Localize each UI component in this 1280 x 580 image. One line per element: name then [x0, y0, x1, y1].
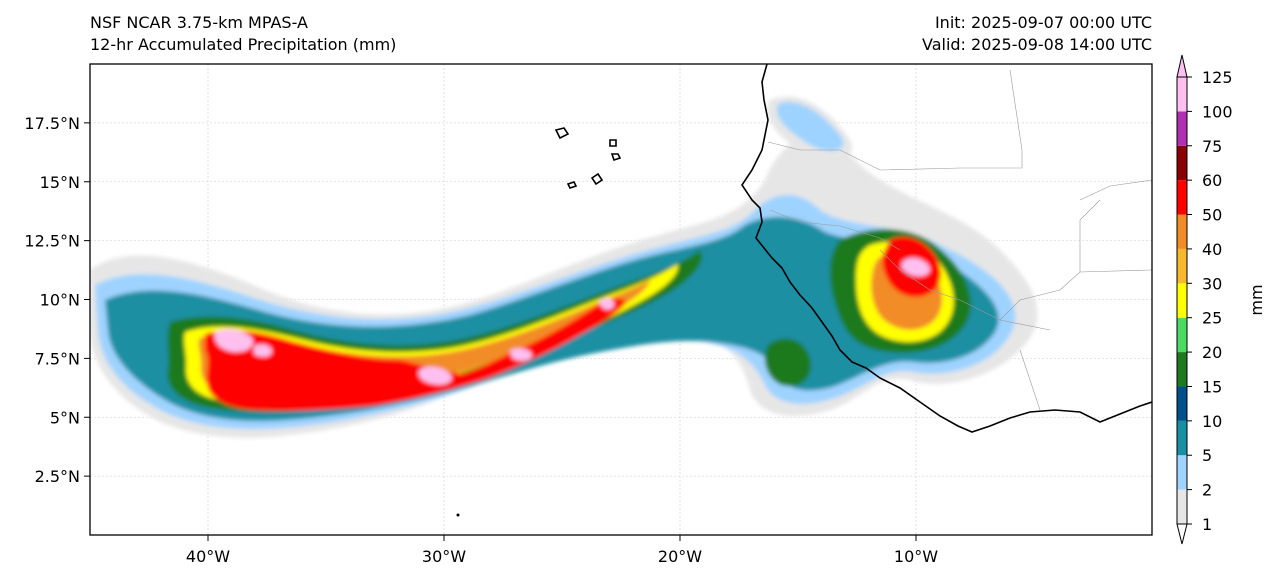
valid-time: Valid: 2025-09-08 14:00 UTC: [921, 35, 1152, 54]
colorbar-swatch: [1177, 489, 1187, 524]
lon-tick-label: 20°W: [658, 547, 702, 566]
country-borders: [767, 69, 1152, 411]
colorbar-swatch: [1177, 352, 1187, 387]
model-title: NSF NCAR 3.75-km MPAS-A: [90, 13, 308, 32]
lon-axis: 40°W 30°W 20°W 10°W: [186, 535, 938, 566]
island-group-north: [554, 127, 622, 162]
west-africa-coastline: [741, 64, 1152, 433]
colorbar-frame: [1176, 76, 1188, 525]
coastlines: [554, 64, 1152, 433]
lat-tick-label: 2.5°N: [35, 467, 80, 486]
map-area[interactable]: [90, 64, 1152, 535]
border-guinea-mali: [879, 249, 1051, 331]
colorbar-tick-label: 15: [1202, 377, 1222, 396]
precip-field: [90, 96, 1038, 438]
colorbar-tick-label: 20: [1202, 343, 1222, 362]
remote-island: [456, 513, 460, 517]
lat-tick-label: 5°N: [50, 408, 80, 427]
lon-tick-label: 10°W: [894, 547, 938, 566]
border-senegal-mali: [769, 209, 901, 251]
island-group-south: [566, 172, 604, 189]
colorbar-tick-label: 1: [1202, 515, 1212, 534]
colorbar-tick-label: 2: [1202, 481, 1212, 500]
title-right: Init: 2025-09-07 00:00 UTC Valid: 2025-0…: [922, 12, 1152, 56]
title-left: NSF NCAR 3.75-km MPAS-A 12-hr Accumulate…: [90, 12, 396, 56]
colorbar-swatch: [1177, 145, 1187, 181]
colorbar-tick-label: 25: [1202, 309, 1222, 328]
lat-tick-label: 17.5°N: [24, 114, 80, 133]
colorbar-tick-label: 10: [1202, 412, 1222, 431]
border-mali-burkina: [999, 269, 1152, 321]
colorbar-tick-label: 30: [1202, 274, 1222, 293]
colorbar-swatch: [1177, 455, 1187, 490]
colorbar-unit-label: mm: [1247, 284, 1266, 315]
colorbar-tick-label: 60: [1202, 171, 1222, 190]
colorbar-tick-label: 75: [1202, 137, 1222, 156]
colorbar-swatch: [1177, 77, 1187, 112]
lat-tick-label: 7.5°N: [35, 349, 80, 368]
lon-tick-label: 40°W: [186, 547, 230, 566]
border-mali-algeria: [1079, 199, 1101, 272]
colorbar-swatch: [1177, 214, 1187, 249]
lat-axis: 2.5°N 5°N 7.5°N 10°N 12.5°N 15°N 17.5°N: [24, 114, 90, 486]
colorbar-tick-label: 50: [1202, 206, 1222, 225]
colorbar-swatch: [1177, 248, 1187, 284]
colorbar-tick-label: 125: [1202, 68, 1233, 87]
lon-tick-label: 30°W: [422, 547, 466, 566]
border-mauritania-mali: [767, 69, 1023, 171]
colorbar-swatch: [1177, 317, 1187, 353]
colorbar-swatch: [1177, 111, 1187, 146]
lat-tick-label: 10°N: [40, 291, 80, 310]
lat-tick-label: 12.5°N: [24, 232, 80, 251]
colorbar-tick-label: 5: [1202, 446, 1212, 465]
colorbar-swatch: [1177, 283, 1187, 318]
border-mali-niger: [1079, 179, 1152, 201]
colorbar-tick-label: 40: [1202, 240, 1222, 259]
border-ivory-ghana: [1019, 349, 1041, 411]
colorbar-max-extend: [1176, 54, 1188, 78]
precip-band-50mm: [205, 236, 941, 411]
lat-tick-label: 15°N: [40, 173, 80, 192]
init-time: Init: 2025-09-07 00:00 UTC: [934, 13, 1152, 32]
colorbar-tick-label: 100: [1202, 102, 1233, 121]
colorbar-min-extend: [1176, 523, 1188, 545]
colorbar-swatch: [1177, 386, 1187, 421]
colorbar-swatch: [1177, 180, 1187, 215]
colorbar-swatch: [1177, 420, 1187, 456]
product-title: 12-hr Accumulated Precipitation (mm): [90, 35, 397, 54]
